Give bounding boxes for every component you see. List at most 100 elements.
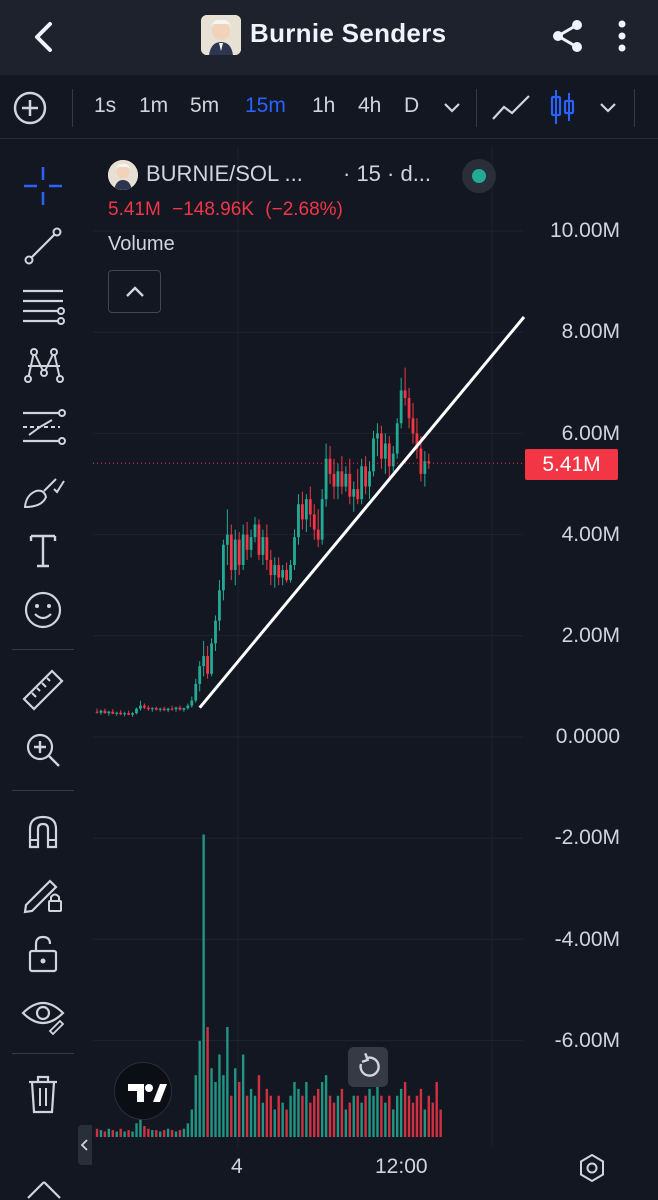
magnet-icon[interactable] — [20, 809, 66, 855]
emoji-icon[interactable] — [20, 587, 66, 633]
candle-body — [376, 433, 379, 439]
volume-bar — [103, 1131, 107, 1137]
candle-body — [174, 707, 178, 710]
candle-body — [107, 711, 111, 714]
candle-body — [178, 707, 182, 710]
candlestick-chart[interactable] — [93, 147, 658, 1200]
tradingview-logo[interactable] — [114, 1062, 172, 1120]
timeframe-1s[interactable]: 1s — [94, 94, 117, 117]
back-arrow-icon[interactable] — [22, 14, 68, 60]
volume-bar — [230, 1095, 233, 1137]
candle-body — [265, 537, 269, 560]
volume-bar — [297, 1088, 300, 1137]
chart-area[interactable] — [93, 147, 658, 1200]
settings-icon[interactable] — [576, 1152, 608, 1184]
chevron-down-icon[interactable] — [440, 97, 464, 117]
volume-bar — [159, 1131, 162, 1137]
candle-body — [186, 705, 190, 709]
symbol-name[interactable]: BURNIE/SOL ... — [146, 161, 303, 186]
zoom-in-icon[interactable] — [20, 727, 66, 773]
price-scale-label: -2.00M — [554, 826, 620, 849]
trend-line-icon[interactable] — [20, 223, 66, 269]
volume-bar — [214, 1082, 217, 1137]
timeframe-1m[interactable]: 1m — [139, 94, 169, 117]
candle-body — [352, 489, 356, 497]
candle-body — [387, 443, 391, 467]
candle-body — [225, 534, 229, 545]
candle-body — [419, 448, 423, 474]
volume-bar — [356, 1095, 359, 1137]
candle-body — [103, 710, 107, 714]
fib-retracement-icon[interactable] — [20, 283, 66, 329]
candle-body — [320, 499, 324, 540]
volume-bar — [170, 1130, 174, 1137]
candle-body — [380, 433, 383, 459]
volume-bar — [285, 1109, 288, 1137]
candles-icon[interactable] — [548, 87, 578, 127]
volume-bar — [107, 1128, 111, 1137]
timeframe-15m[interactable]: 15m — [245, 94, 286, 117]
candle-body — [111, 711, 115, 714]
toolbar-collapse-tab[interactable] — [78, 1125, 92, 1165]
prediction-icon[interactable] — [20, 405, 66, 451]
volume-bar — [293, 1082, 296, 1137]
add-symbol-icon[interactable] — [12, 90, 48, 126]
text-icon[interactable] — [20, 527, 66, 573]
timeframe-5m[interactable]: 5m — [190, 94, 220, 117]
volume-bar — [95, 1128, 99, 1137]
lock-drawing-icon[interactable] — [20, 869, 66, 915]
reset-chart-button[interactable] — [348, 1047, 388, 1087]
pattern-icon[interactable] — [20, 343, 66, 389]
more-vertical-icon[interactable] — [606, 16, 638, 56]
volume-bar — [194, 1075, 197, 1137]
volume-bar — [273, 1109, 276, 1137]
legend-collapse-button[interactable] — [108, 270, 161, 313]
market-status-icon[interactable] — [462, 159, 496, 193]
candle-body — [301, 504, 304, 520]
volume-bar — [210, 1068, 213, 1137]
volume-bar — [309, 1102, 312, 1137]
candle-body — [336, 471, 340, 487]
candle-body — [253, 524, 257, 538]
timeframe-4h[interactable]: 4h — [358, 94, 382, 117]
volume-bar — [222, 1075, 225, 1137]
candle-body — [423, 461, 427, 474]
price-scale-label: 4.00M — [561, 523, 620, 546]
volume-label: Volume — [108, 233, 175, 255]
volume-bar — [190, 1109, 193, 1137]
volume-bar — [380, 1095, 383, 1137]
volume-bar — [281, 1102, 284, 1137]
volume-bar — [360, 1102, 363, 1137]
volume-bar — [257, 1075, 261, 1137]
timeframe-d[interactable]: D — [404, 94, 420, 117]
eye-icon[interactable] — [20, 991, 66, 1037]
candle-body — [131, 713, 134, 715]
volume-bar — [403, 1082, 407, 1137]
timeframe-1h[interactable]: 1h — [312, 94, 336, 117]
candle-body — [119, 712, 123, 715]
brush-icon[interactable] — [20, 467, 66, 513]
candle-body — [399, 390, 403, 424]
candle-body — [411, 418, 415, 434]
price-scale-label: 6.00M — [561, 422, 620, 445]
time-scale-label: 4 — [231, 1155, 243, 1178]
line-chart-icon[interactable] — [490, 91, 532, 125]
volume-bar — [427, 1095, 430, 1137]
volume-bar — [226, 1027, 229, 1137]
diamond-icon[interactable] — [24, 1180, 64, 1200]
candle-body — [214, 620, 217, 644]
share-icon[interactable] — [548, 16, 588, 56]
volume-bar — [368, 1088, 371, 1137]
candle-body — [115, 712, 119, 714]
chevron-down-icon[interactable] — [596, 97, 620, 117]
volume-bar — [186, 1123, 190, 1137]
candle-body — [139, 705, 142, 709]
candle-body — [233, 539, 237, 571]
ruler-icon[interactable] — [20, 667, 66, 713]
lock-icon[interactable] — [20, 931, 66, 977]
volume-bar — [265, 1088, 269, 1137]
volume-bar — [419, 1088, 423, 1137]
crosshair-icon[interactable] — [20, 163, 66, 209]
trash-icon[interactable] — [20, 1071, 66, 1117]
volume-bar — [202, 834, 205, 1137]
